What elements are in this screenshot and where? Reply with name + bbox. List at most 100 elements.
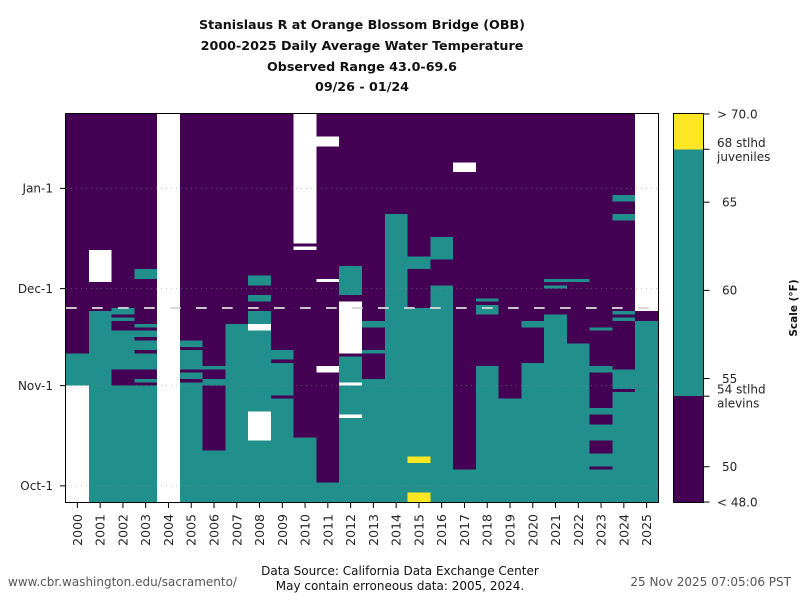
heatmap-cell	[134, 369, 158, 380]
x-tick-label: 2011	[320, 514, 335, 546]
heatmap-cell	[134, 269, 158, 279]
heatmap-cell	[475, 314, 499, 367]
x-tick-label: 2003	[138, 514, 153, 546]
heatmap-cell	[612, 214, 636, 221]
heatmap-cell	[270, 359, 294, 363]
heatmap-cell	[248, 440, 272, 502]
x-tick-label: 2012	[343, 514, 358, 546]
heatmap-column	[453, 114, 477, 502]
heatmap-column	[270, 114, 294, 502]
x-tick-label: 2001	[93, 514, 108, 546]
heatmap-cell	[475, 304, 499, 315]
heatmap-cell	[248, 275, 272, 286]
heatmap-column	[498, 114, 522, 502]
heatmap-cell	[248, 411, 272, 441]
heatmap-cell	[589, 327, 613, 331]
heatmap-cell	[179, 350, 203, 370]
heatmap-cell	[475, 301, 499, 305]
heatmap-cell	[407, 492, 431, 502]
y-gridlines	[66, 187, 658, 487]
heatmap-cell	[544, 288, 568, 315]
heatmap-column	[384, 114, 408, 502]
heatmap-cell	[111, 320, 135, 331]
heatmap-cell	[66, 353, 90, 386]
heatmap-column	[339, 114, 363, 502]
heatmap-cell	[202, 114, 226, 367]
heatmap-cell	[88, 282, 112, 312]
heatmap-cell	[362, 350, 386, 354]
colorbar-tick-label: 60	[722, 284, 737, 298]
title-line-date-range: 09/26 - 01/24	[315, 79, 409, 94]
heatmap-cell	[453, 172, 477, 470]
heatmap-cell	[612, 320, 636, 370]
heatmap-cell	[248, 285, 272, 296]
y-tick-label: Dec-1	[18, 282, 53, 296]
heatmap-cell	[384, 214, 408, 502]
x-tick-label: 2022	[571, 514, 586, 546]
heatmap-cell	[111, 385, 135, 502]
heatmap-cell	[270, 398, 294, 502]
heatmap-cell	[270, 350, 294, 360]
title-line-description: 2000-2025 Daily Average Water Temperatur…	[201, 38, 524, 53]
x-tick-label: 2017	[457, 514, 472, 546]
heatmap-cell	[111, 369, 135, 386]
heatmap-cell	[589, 414, 613, 425]
heatmap-cell	[384, 114, 408, 215]
title-line-observed-range: Observed Range 43.0-69.6	[267, 59, 457, 74]
heatmap-cell	[407, 114, 431, 257]
heatmap-column	[66, 114, 90, 502]
heatmap-cell	[134, 330, 158, 338]
heatmap-cell	[248, 301, 272, 312]
x-tick-label: 2018	[480, 514, 495, 546]
heatmap-cell	[589, 466, 613, 470]
heatmap-cell	[316, 366, 340, 373]
heatmap-cell	[134, 382, 158, 386]
heatmap-cell	[316, 114, 340, 137]
heatmap-cell	[521, 320, 545, 328]
heatmap-cell	[407, 308, 431, 457]
heatmap-cell	[612, 311, 636, 315]
heatmap-cell	[430, 259, 454, 286]
heatmap-cell	[293, 114, 317, 244]
footer-timestamp: 25 Nov 2025 07:05:06 PST	[630, 575, 791, 589]
heatmap-cell	[407, 463, 431, 493]
x-tick-label: 2006	[207, 514, 222, 546]
heatmap-cell	[134, 114, 158, 270]
heatmap-cell	[589, 408, 613, 415]
heatmap-column	[111, 114, 135, 502]
heatmap-cell	[111, 317, 135, 321]
footer: www.cbr.washington.edu/sacramento/ Data …	[8, 564, 792, 593]
heatmap-cell	[521, 114, 545, 321]
heatmap-column	[521, 114, 545, 502]
heatmap-cell	[407, 256, 431, 270]
heatmap-cell	[521, 327, 545, 363]
heatmap-cell	[111, 114, 135, 308]
title-line-station: Stanislaus R at Orange Blossom Bridge (O…	[199, 17, 525, 32]
heatmap-cell	[339, 353, 363, 357]
colorbar-segment	[673, 114, 704, 150]
heatmap-cell	[566, 343, 590, 502]
heatmap-cell	[179, 382, 203, 502]
heatmap-cell	[66, 385, 90, 502]
colorbar-segment	[673, 149, 704, 397]
heatmap-cell	[179, 346, 203, 351]
y-tick-label: Jan-1	[22, 182, 53, 196]
heatmap-column	[134, 114, 158, 502]
heatmap-cell	[430, 236, 454, 260]
heatmap-cell	[339, 385, 363, 415]
heatmap-cell	[134, 278, 158, 325]
heatmap-cell	[635, 311, 659, 321]
x-tick-label: 2025	[639, 514, 654, 546]
x-tick-label: 2023	[594, 514, 609, 546]
heatmap-column	[293, 114, 317, 502]
heatmap-cell	[248, 330, 272, 412]
x-tick-label: 2004	[161, 514, 176, 546]
heatmap-cell	[589, 330, 613, 367]
heatmap-column	[566, 114, 590, 502]
x-tick-label: 2005	[184, 514, 199, 546]
x-tick-label: 2020	[525, 514, 540, 546]
footer-url-link[interactable]: www.cbr.washington.edu/sacramento/	[8, 575, 238, 589]
